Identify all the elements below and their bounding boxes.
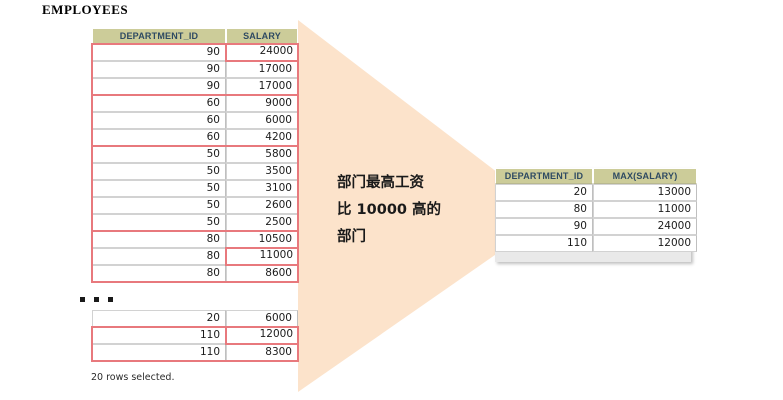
caption-line-2: 比 10000 高的 — [337, 202, 442, 218]
cell-salary: 3100 — [226, 180, 298, 197]
cell-department-id: 50 — [92, 197, 226, 214]
cell-max-salary: 13000 — [593, 184, 697, 201]
cell-department-id: 50 — [92, 163, 226, 180]
table-row: 50 3500 — [92, 163, 298, 180]
ellipsis-dot — [80, 297, 85, 302]
cell-department-id: 110 — [495, 235, 593, 252]
table-header-row: DEPARTMENT_ID MAX(SALARY) — [495, 168, 697, 184]
column-header-department-id: DEPARTMENT_ID — [92, 28, 226, 44]
cell-department-id: 50 — [92, 146, 226, 163]
cell-department-id: 80 — [92, 231, 226, 248]
highlight-cell-salary-11000-value: 11000 — [259, 249, 293, 261]
table-header-row: DEPARTMENT_ID SALARY — [92, 28, 298, 44]
column-header-salary: MAX(SALARY) — [593, 168, 697, 184]
cell-salary: 2600 — [226, 197, 298, 214]
cell-department-id: 60 — [92, 112, 226, 129]
cell-department-id: 60 — [92, 129, 226, 146]
table-row: 20 13000 — [495, 184, 697, 201]
column-header-department-id: DEPARTMENT_ID — [495, 168, 593, 184]
cell-department-id: 90 — [92, 44, 226, 61]
cell-department-id: 110 — [92, 344, 226, 361]
ellipsis-dot — [108, 297, 113, 302]
column-header-salary: SALARY — [226, 28, 298, 44]
cell-salary: 5800 — [226, 146, 298, 163]
cell-max-salary: 12000 — [593, 235, 697, 252]
table-row: 90 17000 — [92, 61, 298, 78]
highlight-cell-salary-24000-value: 24000 — [259, 45, 293, 57]
table-row: 60 6000 — [92, 112, 298, 129]
result-table: DEPARTMENT_ID MAX(SALARY) 20 13000 80 11000 90… — [495, 168, 697, 252]
cell-department-id: 50 — [92, 180, 226, 197]
cell-max-salary: 24000 — [593, 218, 697, 235]
cell-department-id: 20 — [92, 310, 226, 327]
table-row: 50 2500 — [92, 214, 298, 231]
cell-department-id: 90 — [92, 78, 226, 95]
cell-salary: 3500 — [226, 163, 298, 180]
table-row: 50 2600 — [92, 197, 298, 214]
cell-salary: 4200 — [226, 129, 298, 146]
cell-department-id: 90 — [92, 61, 226, 78]
table-row: 20 6000 — [92, 310, 298, 327]
cell-salary: 10500 — [226, 231, 298, 248]
table-row: 50 5800 — [92, 146, 298, 163]
table-row: 60 9000 — [92, 95, 298, 112]
cell-department-id: 20 — [495, 184, 593, 201]
ellipsis-dot — [94, 297, 99, 302]
caption-line-1: 部门最高工资 — [337, 175, 424, 191]
table-row: 90 24000 — [495, 218, 697, 235]
cell-salary: 17000 — [226, 61, 298, 78]
rows-selected-note: 20 rows selected. — [91, 372, 175, 383]
cell-salary: 17000 — [226, 78, 298, 95]
cell-department-id: 110 — [92, 327, 226, 344]
cell-department-id: 90 — [495, 218, 593, 235]
ellipsis-indicator — [80, 297, 113, 302]
table-row: 80 10500 — [92, 231, 298, 248]
cell-department-id: 60 — [92, 95, 226, 112]
cell-department-id: 80 — [92, 248, 226, 265]
cell-department-id: 50 — [92, 214, 226, 231]
cell-department-id: 80 — [92, 265, 226, 282]
table-row: 60 4200 — [92, 129, 298, 146]
cell-department-id: 80 — [495, 201, 593, 218]
table-row: 90 17000 — [92, 78, 298, 95]
page-title: EMPLOYEES — [42, 2, 129, 17]
employees-table: DEPARTMENT_ID SALARY 90 24000 90 17000 90 17000… — [92, 28, 298, 282]
filter-caption: 部门最高工资 比 10000 高的 部门 — [337, 170, 487, 251]
cell-max-salary: 11000 — [593, 201, 697, 218]
table-row: 80 11000 — [495, 201, 697, 218]
table-row: 110 12000 — [495, 235, 697, 252]
cell-salary: 6000 — [226, 112, 298, 129]
cell-salary: 8300 — [226, 344, 298, 361]
cell-salary: 2500 — [226, 214, 298, 231]
caption-line-3: 部门 — [337, 229, 366, 245]
cell-salary: 8600 — [226, 265, 298, 282]
cell-salary: 6000 — [226, 310, 298, 327]
table-row: 80 8600 — [92, 265, 298, 282]
table-row: 50 3100 — [92, 180, 298, 197]
cell-salary: 9000 — [226, 95, 298, 112]
table-row: 110 8300 — [92, 344, 298, 361]
highlight-cell-salary-12000-value: 12000 — [259, 328, 293, 340]
